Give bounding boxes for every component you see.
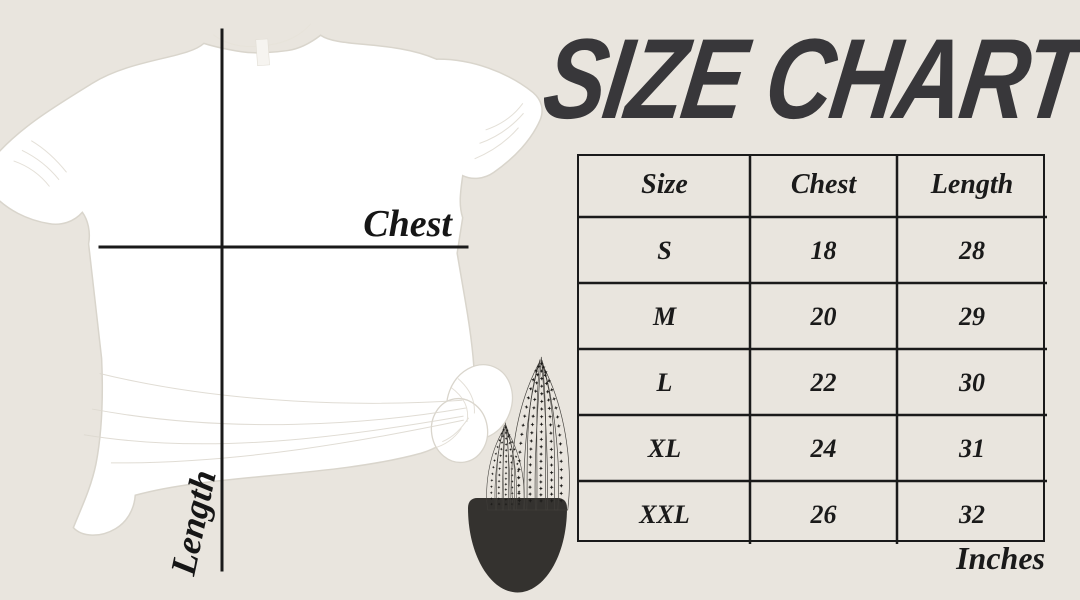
svg-text:Chest: Chest [363,203,453,245]
svg-text:Length: Length [162,466,223,579]
svg-text:SIZE CHART: SIZE CHART [536,16,1080,143]
